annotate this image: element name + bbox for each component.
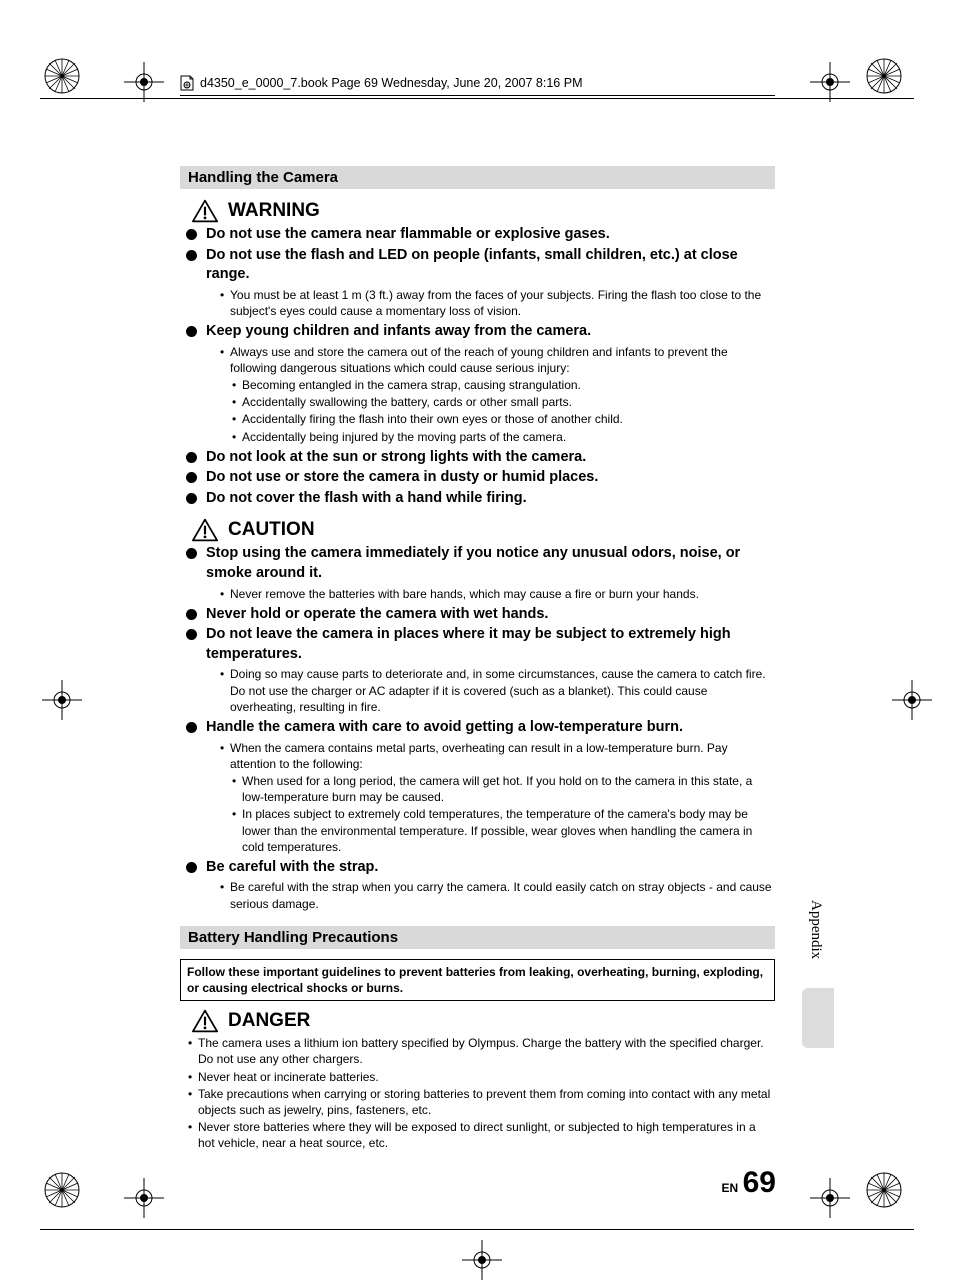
danger-item: The camera uses a lithium ion battery sp… xyxy=(188,1035,775,1067)
danger-list: The camera uses a lithium ion battery sp… xyxy=(180,1035,775,1151)
page-number: EN 69 xyxy=(722,1168,777,1198)
bullet-item: Be careful with the strap. xyxy=(184,858,775,878)
sub-item: When the camera contains metal parts, ov… xyxy=(220,740,775,772)
warning-icon xyxy=(192,199,218,223)
registration-mark xyxy=(462,1240,502,1280)
bullet-item: Do not cover the flash with a hand while… xyxy=(184,489,775,509)
caution-label: CAUTION xyxy=(228,519,315,541)
sub-list: Doing so may cause parts to deteriorate … xyxy=(184,666,775,715)
star-mark xyxy=(864,56,904,101)
thumb-tab-label: Appendix xyxy=(807,900,824,959)
danger-heading: DANGER xyxy=(192,1009,775,1033)
battery-guidelines-box: Follow these important guidelines to pre… xyxy=(180,959,775,1001)
registration-mark xyxy=(892,680,932,720)
sub-sub-item: In places subject to extremely cold temp… xyxy=(232,806,775,855)
sub-list: Never remove the batteries with bare han… xyxy=(184,586,775,602)
sub-list: Be careful with the strap when you carry… xyxy=(184,879,775,911)
danger-label: DANGER xyxy=(228,1010,310,1032)
registration-mark xyxy=(810,1178,850,1218)
bullet-item: Do not use the flash and LED on people (… xyxy=(184,246,775,285)
danger-item: Take precautions when carrying or storin… xyxy=(188,1086,775,1118)
book-header: d4350_e_0000_7.book Page 69 Wednesday, J… xyxy=(180,75,775,96)
danger-item: Never heat or incinerate batteries. xyxy=(188,1069,775,1085)
sub-sub-item: Accidentally swallowing the battery, car… xyxy=(232,394,775,410)
section-header-handling: Handling the Camera xyxy=(180,166,775,189)
sub-sub-list: Becoming entangled in the camera strap, … xyxy=(220,377,775,445)
danger-icon xyxy=(192,1009,218,1033)
registration-mark xyxy=(810,62,850,102)
caution-icon xyxy=(192,518,218,542)
page-content: d4350_e_0000_7.book Page 69 Wednesday, J… xyxy=(180,75,775,1155)
sub-sub-list: When used for a long period, the camera … xyxy=(220,773,775,855)
caution-heading: CAUTION xyxy=(192,518,775,542)
sub-item: Doing so may cause parts to deteriorate … xyxy=(220,666,775,715)
bullet-item: Do not leave the camera in places where … xyxy=(184,625,775,664)
sub-list: When the camera contains metal parts, ov… xyxy=(184,740,775,855)
section-header-battery: Battery Handling Precautions xyxy=(180,926,775,949)
sub-item: You must be at least 1 m (3 ft.) away fr… xyxy=(220,287,775,319)
thumb-tab-bg xyxy=(802,988,834,1048)
registration-mark xyxy=(124,1178,164,1218)
sub-list: Always use and store the camera out of t… xyxy=(184,344,775,445)
bullet-item: Keep young children and infants away fro… xyxy=(184,322,775,342)
page-num: 69 xyxy=(743,1166,776,1199)
page-lang: EN xyxy=(722,1181,739,1195)
star-mark xyxy=(42,56,82,101)
bullet-item: Do not look at the sun or strong lights … xyxy=(184,448,775,468)
bullet-item: Do not use or store the camera in dusty … xyxy=(184,468,775,488)
bullet-item: Do not use the camera near flammable or … xyxy=(184,225,775,245)
sub-sub-item: Accidentally firing the flash into their… xyxy=(232,411,775,427)
sub-item: Never remove the batteries with bare han… xyxy=(220,586,775,602)
book-page-icon xyxy=(180,75,194,91)
sub-sub-item: Becoming entangled in the camera strap, … xyxy=(232,377,775,393)
sub-item: Be careful with the strap when you carry… xyxy=(220,879,775,911)
sub-sub-item: When used for a long period, the camera … xyxy=(232,773,775,805)
book-header-text: d4350_e_0000_7.book Page 69 Wednesday, J… xyxy=(200,76,582,90)
bullet-item: Never hold or operate the camera with we… xyxy=(184,605,775,625)
danger-item: Never store batteries where they will be… xyxy=(188,1119,775,1151)
warning-label: WARNING xyxy=(228,200,320,222)
caution-list: Stop using the camera immediately if you… xyxy=(180,544,775,911)
sub-sub-item: Accidentally being injured by the moving… xyxy=(232,429,775,445)
registration-mark xyxy=(42,680,82,720)
registration-mark xyxy=(124,62,164,102)
crop-rule-bottom xyxy=(40,1229,914,1230)
sub-item: Always use and store the camera out of t… xyxy=(220,344,775,376)
bullet-item: Stop using the camera immediately if you… xyxy=(184,544,775,583)
warning-heading: WARNING xyxy=(192,199,775,223)
sub-list: You must be at least 1 m (3 ft.) away fr… xyxy=(184,287,775,319)
star-mark xyxy=(42,1170,82,1215)
star-mark xyxy=(864,1170,904,1215)
warning-list: Do not use the camera near flammable or … xyxy=(180,225,775,508)
bullet-item: Handle the camera with care to avoid get… xyxy=(184,718,775,738)
